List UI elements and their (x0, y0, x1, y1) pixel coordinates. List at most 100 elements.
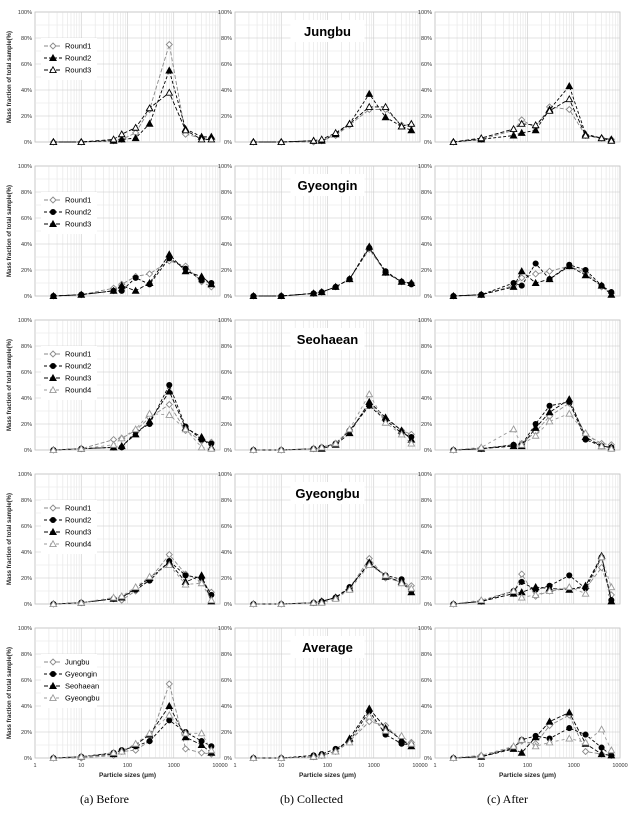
data-point (207, 135, 216, 143)
legend-gyeongin-before: Round1 Round2 Round3 (41, 192, 97, 234)
series-line-round3 (53, 91, 212, 143)
y-tick-label: 80% (21, 498, 32, 504)
legend-marker (49, 53, 57, 62)
data-point (581, 747, 590, 756)
data-point (597, 281, 606, 289)
legend-marker (49, 539, 57, 548)
y-tick-label: 20% (21, 422, 32, 428)
data-point (531, 126, 540, 134)
y-tick-label: 0% (424, 294, 432, 300)
y-tick-label: 0% (424, 448, 432, 454)
legend-gyeongbu-before: Round1 Round2 Round3 Round4 (41, 500, 97, 554)
row-title-box (290, 20, 365, 42)
data-point (331, 747, 340, 755)
x-tick-label: 100 (523, 763, 532, 769)
data-point (145, 572, 154, 580)
data-point (317, 135, 326, 143)
legend-label: Round4 (65, 540, 91, 549)
legend-seohaean-before: Round1 Round2 Round3 Round4 (41, 346, 97, 400)
y-tick-label: 40% (221, 396, 232, 402)
y-tick-label: 0% (424, 602, 432, 608)
y-tick-label: 40% (421, 550, 432, 556)
data-point (277, 291, 286, 300)
data-point (117, 441, 126, 450)
data-point (181, 126, 190, 134)
data-point (145, 278, 154, 287)
data-point (331, 128, 340, 136)
data-point (397, 579, 406, 587)
data-point (317, 443, 326, 451)
legend-label: Round3 (65, 528, 91, 537)
data-point (581, 432, 590, 441)
series-line-round2 (453, 85, 612, 143)
data-point (546, 402, 553, 409)
data-point (117, 130, 126, 138)
y-tick-label: 20% (21, 268, 32, 274)
series-line-round4 (253, 393, 412, 451)
y-tick-label: 0% (224, 756, 232, 762)
legend-jungbu-before: Round1 Round2 Round3 (41, 38, 97, 80)
data-point (309, 136, 318, 144)
series-line-round3 (53, 390, 212, 451)
legend-marker (49, 65, 57, 74)
y-tick-label: 80% (421, 344, 432, 350)
data-point (145, 409, 154, 417)
data-point (509, 586, 518, 595)
data-point (477, 290, 486, 298)
y-tick-label: 0% (224, 294, 232, 300)
data-point (365, 89, 374, 97)
y-tick-label: 100% (18, 318, 32, 324)
y-tick-label: 100% (418, 626, 432, 632)
data-point (477, 443, 486, 451)
data-point (517, 119, 526, 127)
data-point (249, 445, 258, 454)
data-point (131, 123, 140, 131)
legend-marker (49, 42, 57, 50)
y-tick-label: 40% (221, 550, 232, 556)
caption-before: (a) Before (80, 792, 129, 806)
y-tick-label: 60% (421, 524, 432, 530)
series-line-round4 (53, 413, 212, 451)
data-point (517, 128, 526, 136)
legend-label: Round2 (65, 208, 91, 217)
series-line-round3 (453, 98, 612, 143)
y-tick-label: 40% (21, 242, 32, 248)
y-tick-label: 60% (21, 62, 32, 68)
data-point (607, 751, 616, 759)
y-tick-label: 0% (224, 140, 232, 146)
data-point (132, 274, 139, 281)
y-tick-label: 100% (418, 10, 432, 16)
legend-marker (49, 196, 57, 204)
data-point (545, 274, 554, 283)
series-line-round3 (253, 106, 412, 143)
series-line-round4 (253, 564, 412, 605)
data-point (407, 739, 416, 747)
series-line-round1 (53, 260, 212, 297)
data-point (109, 135, 118, 143)
series-line-seohaean (53, 705, 212, 759)
data-point (381, 102, 390, 110)
y-tick-label: 100% (418, 164, 432, 170)
data-point (397, 122, 406, 130)
data-point (249, 137, 258, 146)
x-axis-label: Particle sizes (μm) (299, 772, 356, 779)
y-tick-label: 100% (218, 472, 232, 478)
y-tick-label: 20% (421, 422, 432, 428)
data-point (77, 598, 86, 606)
data-point (607, 746, 616, 754)
x-tick-label: 1000 (568, 763, 580, 769)
data-point (545, 738, 554, 746)
data-point (145, 119, 154, 127)
data-point (517, 735, 526, 743)
data-point (381, 418, 390, 426)
row-title-box (290, 174, 365, 196)
data-point (517, 593, 526, 601)
data-point (365, 242, 374, 250)
data-point (565, 582, 574, 591)
row-title-box (290, 482, 365, 504)
y-tick-label: 0% (24, 448, 32, 454)
y-axis-label: Mass fraction of total sample(%) (7, 31, 13, 123)
y-axis-label: Mass fraction of total sample(%) (7, 185, 13, 277)
data-point (197, 729, 206, 737)
data-point (565, 395, 574, 403)
